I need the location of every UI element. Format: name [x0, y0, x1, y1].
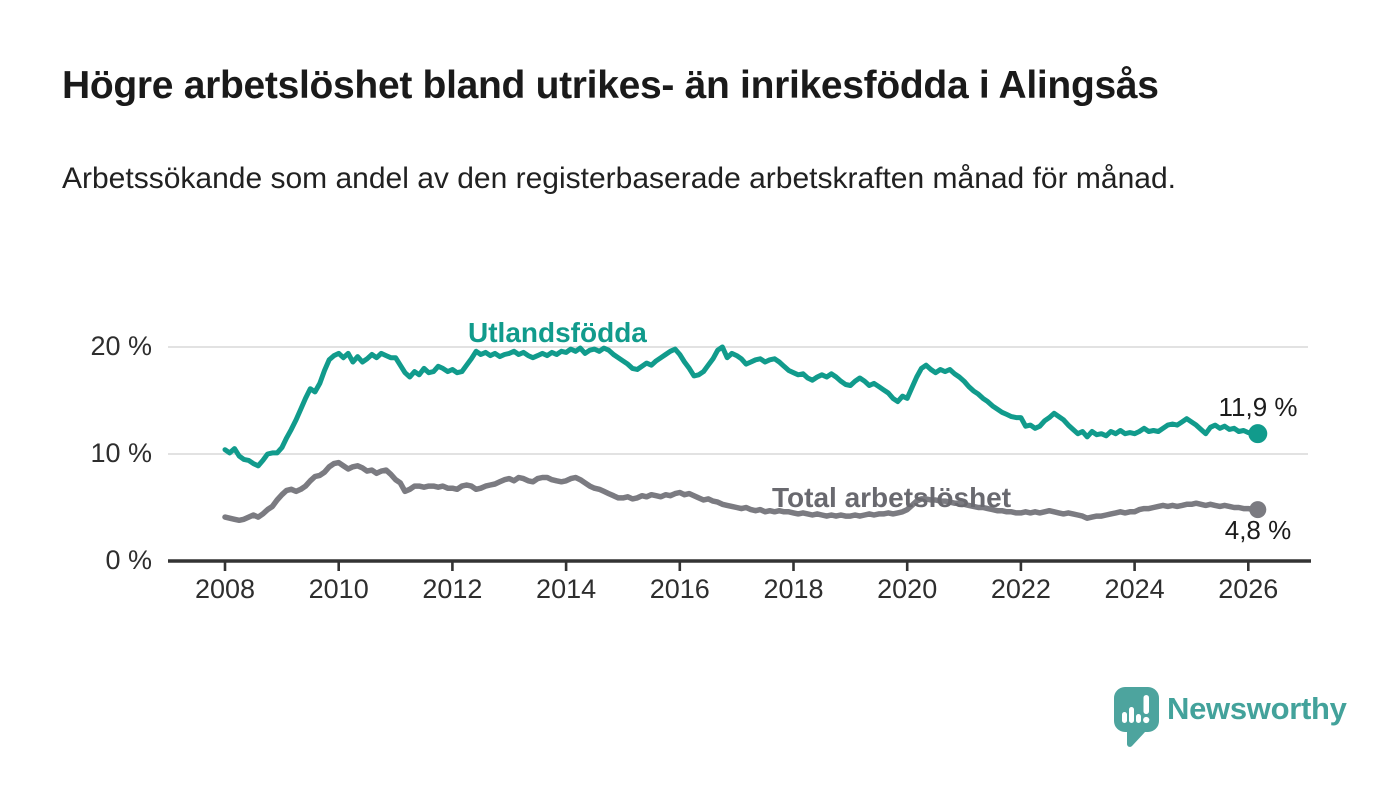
x-axis-tick-label: 2026 — [1218, 574, 1279, 604]
series-label-utlandsfodda: Utlandsfödda — [468, 317, 647, 348]
newsworthy-speech-bubble-chart-icon — [1114, 687, 1159, 747]
x-axis-tick-label: 2020 — [877, 574, 938, 604]
y-axis-tick-label: 10 % — [90, 438, 152, 468]
x-axis-tick-label: 2010 — [308, 574, 369, 604]
end-value-label-total: 4,8 % — [1224, 515, 1292, 545]
gridlines-group — [168, 346, 1308, 455]
series-group — [222, 344, 1268, 524]
x-axis-tick-label: 2018 — [763, 574, 824, 604]
newsworthy-logo-text: Newsworthy — [1167, 691, 1347, 726]
series-end-dot-utlandsfodda — [1248, 424, 1268, 444]
page-title: Högre arbetslöshet bland utrikes- än inr… — [62, 64, 1159, 107]
x-axis-tick-label: 2016 — [649, 574, 710, 604]
series-label-total-arbetsloshet: Total arbetslöshet — [772, 482, 1012, 513]
x-axis-tick-label: 2014 — [536, 574, 597, 604]
newsworthy-logo — [1114, 687, 1374, 757]
series-line-total-arbetsloshet — [222, 459, 1261, 524]
x-axis-tick-label: 2012 — [422, 574, 483, 604]
x-axis-tick-label: 2008 — [194, 574, 256, 604]
series-line-utlandsfodda — [222, 344, 1261, 469]
y-axis-tick-label: 0 % — [105, 545, 152, 575]
chart-subtitle: Arbetssökande som andel av den registerb… — [62, 162, 1176, 195]
x-axis-tick-label: 2022 — [990, 574, 1051, 604]
axis-group — [168, 559, 1311, 571]
series-end-dot-total-arbetsloshet — [1249, 501, 1267, 519]
y-axis-tick-label: 20 % — [90, 331, 152, 361]
x-axis-tick-label: 2024 — [1104, 574, 1165, 604]
end-value-label-utlandsfodda: 11,9 % — [1218, 392, 1298, 422]
